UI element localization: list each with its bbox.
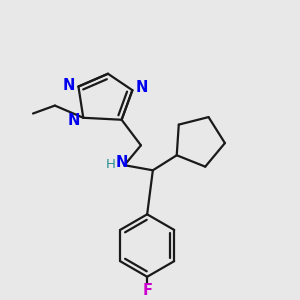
Text: N: N — [68, 112, 80, 128]
Text: N: N — [116, 155, 128, 170]
Text: F: F — [142, 283, 152, 298]
Text: N: N — [62, 78, 75, 93]
Text: H: H — [106, 158, 116, 171]
Text: N: N — [136, 80, 148, 95]
